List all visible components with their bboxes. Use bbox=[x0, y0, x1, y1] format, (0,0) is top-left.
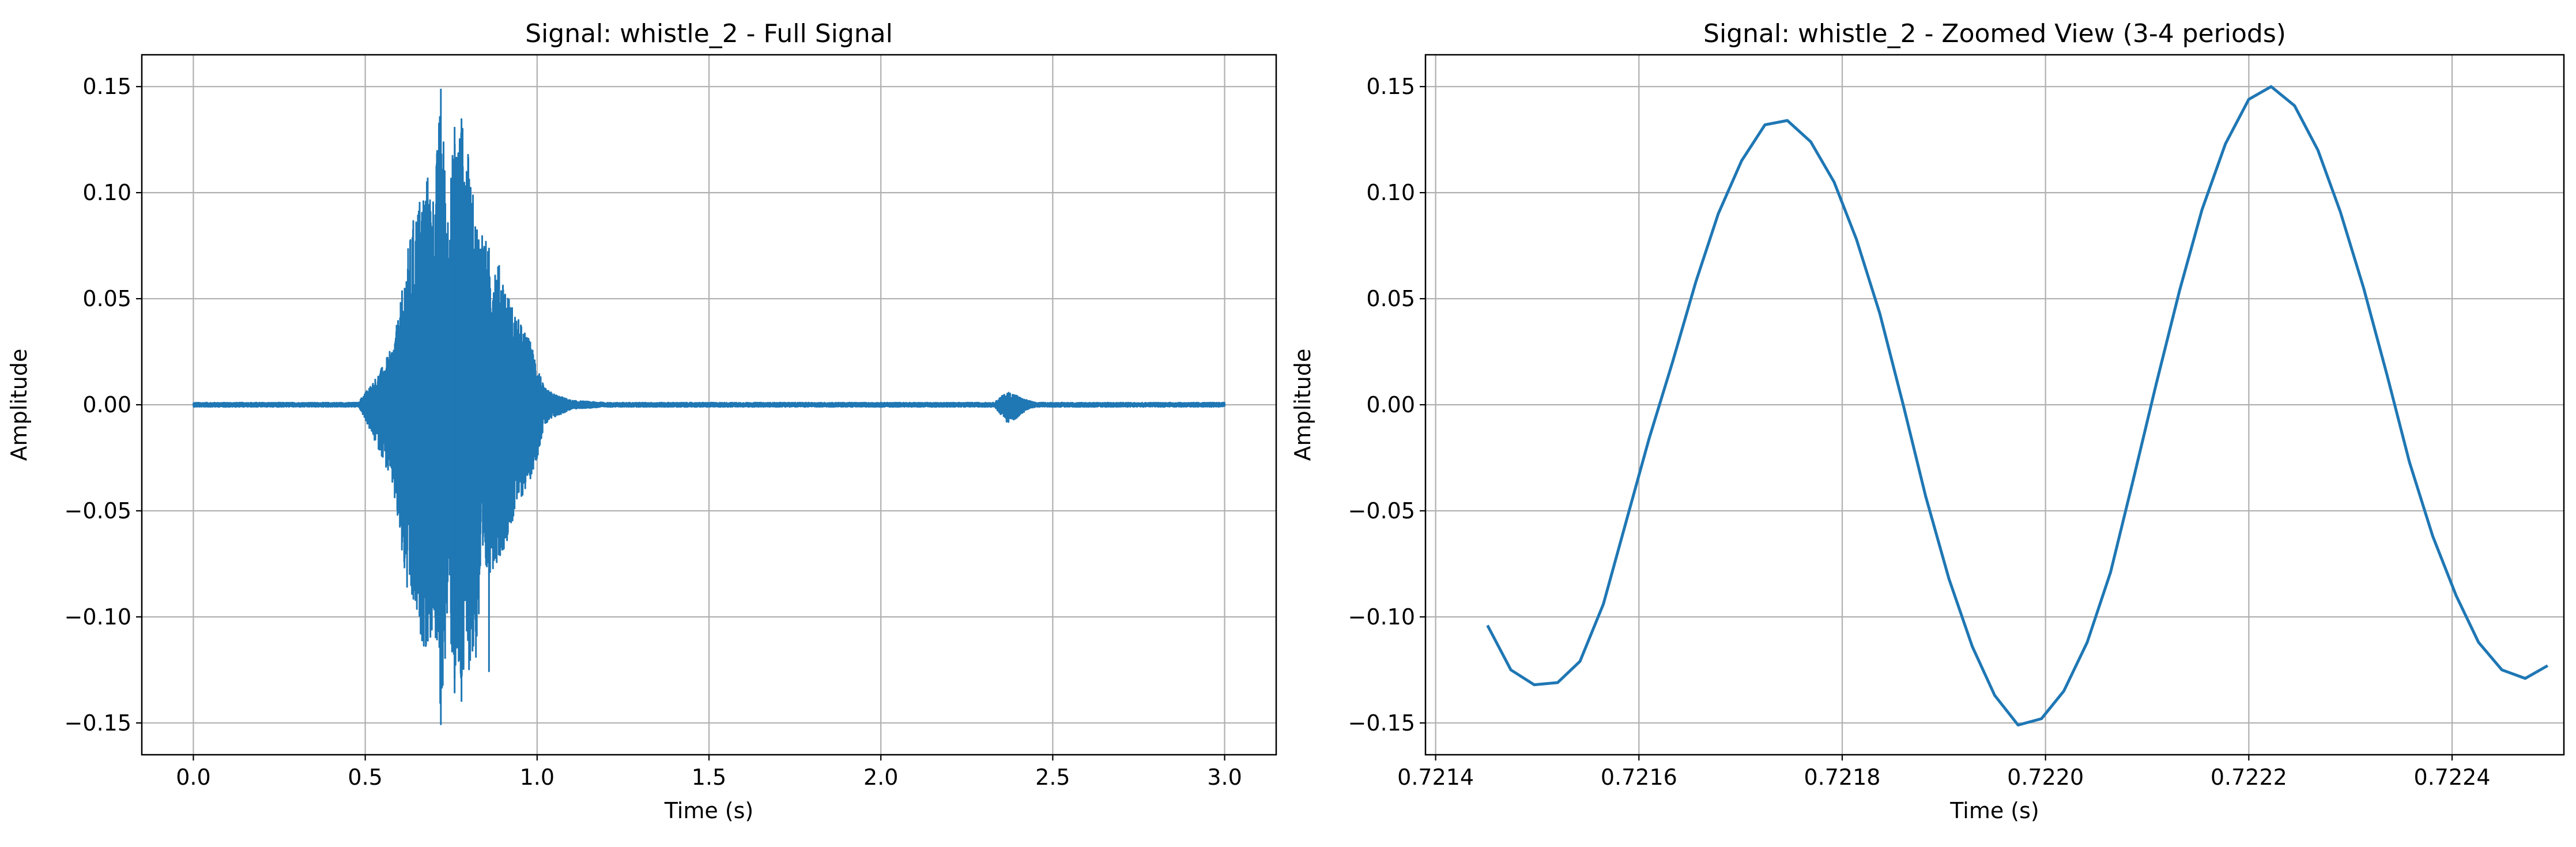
full-signal-title: Signal: whistle_2 - Full Signal bbox=[525, 19, 893, 48]
full-signal-y-axis-label: Amplitude bbox=[6, 349, 32, 461]
zoomed-view-y-axis-label: Amplitude bbox=[1290, 349, 1315, 461]
zoomed-view-chart: 0.7214 0.7216 0.7218 0.7220 0.7222 0.7224 −0.… bbox=[1290, 19, 2565, 823]
full-signal-y-tick-label: −0.05 bbox=[65, 498, 131, 524]
full-signal-y-tick-label: 0.00 bbox=[82, 392, 131, 417]
full-signal-y-tick-label: −0.15 bbox=[65, 710, 131, 736]
full-signal-plot-area bbox=[193, 88, 1226, 725]
zoomed-view-y-tick-label: 0.15 bbox=[1366, 74, 1415, 99]
full-signal-signal-line bbox=[193, 116, 1226, 704]
full-signal-y-axis: −0.15 −0.10 −0.05 0.00 0.05 0.10 0.15 bbox=[65, 74, 142, 736]
zoomed-view-gridlines bbox=[1425, 55, 2564, 755]
zoomed-view-y-axis: −0.15 −0.10 −0.05 0.00 0.05 0.10 0.15 bbox=[1348, 74, 1425, 736]
full-signal-y-tick-label: −0.10 bbox=[65, 604, 131, 630]
zoomed-view-x-tick-label: 0.7216 bbox=[1601, 765, 1677, 790]
full-signal-x-axis: 0.0 0.5 1.0 1.5 2.0 2.5 3.0 bbox=[176, 755, 1242, 790]
full-signal-x-tick-label: 3.0 bbox=[1207, 765, 1242, 790]
full-signal-x-tick-label: 2.0 bbox=[863, 765, 898, 790]
zoomed-view-y-tick-label: −0.05 bbox=[1348, 498, 1415, 524]
full-signal-y-tick-label: 0.15 bbox=[82, 74, 131, 99]
full-signal-x-tick-label: 0.5 bbox=[348, 765, 382, 790]
zoomed-view-x-axis-label: Time (s) bbox=[1949, 798, 2039, 823]
full-signal-chart: 0.0 0.5 1.0 1.5 2.0 2.5 3.0 −0.15 −0.10 −0.05 0.0… bbox=[6, 19, 1277, 823]
zoomed-view-y-tick-label: 0.10 bbox=[1366, 180, 1415, 205]
zoomed-view-signal-line bbox=[1486, 85, 2549, 726]
zoomed-view-x-tick-label: 0.7214 bbox=[1397, 765, 1474, 790]
full-signal-y-tick-label: 0.05 bbox=[82, 286, 131, 311]
zoomed-view-x-tick-label: 0.7218 bbox=[1804, 765, 1881, 790]
zoomed-view-title: Signal: whistle_2 - Zoomed View (3-4 per… bbox=[1703, 19, 2286, 48]
zoomed-view-plot-area bbox=[1486, 85, 2549, 726]
zoomed-view-x-tick-label: 0.7222 bbox=[2211, 765, 2287, 790]
full-signal-x-tick-label: 0.0 bbox=[176, 765, 210, 790]
zoomed-view-y-tick-label: −0.15 bbox=[1348, 710, 1415, 736]
full-signal-x-tick-label: 1.5 bbox=[692, 765, 726, 790]
full-signal-x-tick-label: 1.0 bbox=[520, 765, 555, 790]
zoomed-view-y-tick-label: 0.00 bbox=[1366, 392, 1415, 417]
zoomed-view-x-tick-label: 0.7224 bbox=[2414, 765, 2491, 790]
zoomed-view-x-axis: 0.7214 0.7216 0.7218 0.7220 0.7222 0.7224 bbox=[1397, 755, 2491, 790]
full-signal-x-tick-label: 2.5 bbox=[1035, 765, 1070, 790]
full-signal-y-tick-label: 0.10 bbox=[82, 180, 131, 205]
zoomed-view-y-tick-label: −0.10 bbox=[1348, 604, 1415, 630]
zoomed-view-y-tick-label: 0.05 bbox=[1366, 286, 1415, 311]
zoomed-view-x-tick-label: 0.7220 bbox=[2007, 765, 2084, 790]
full-signal-x-axis-label: Time (s) bbox=[664, 798, 754, 823]
